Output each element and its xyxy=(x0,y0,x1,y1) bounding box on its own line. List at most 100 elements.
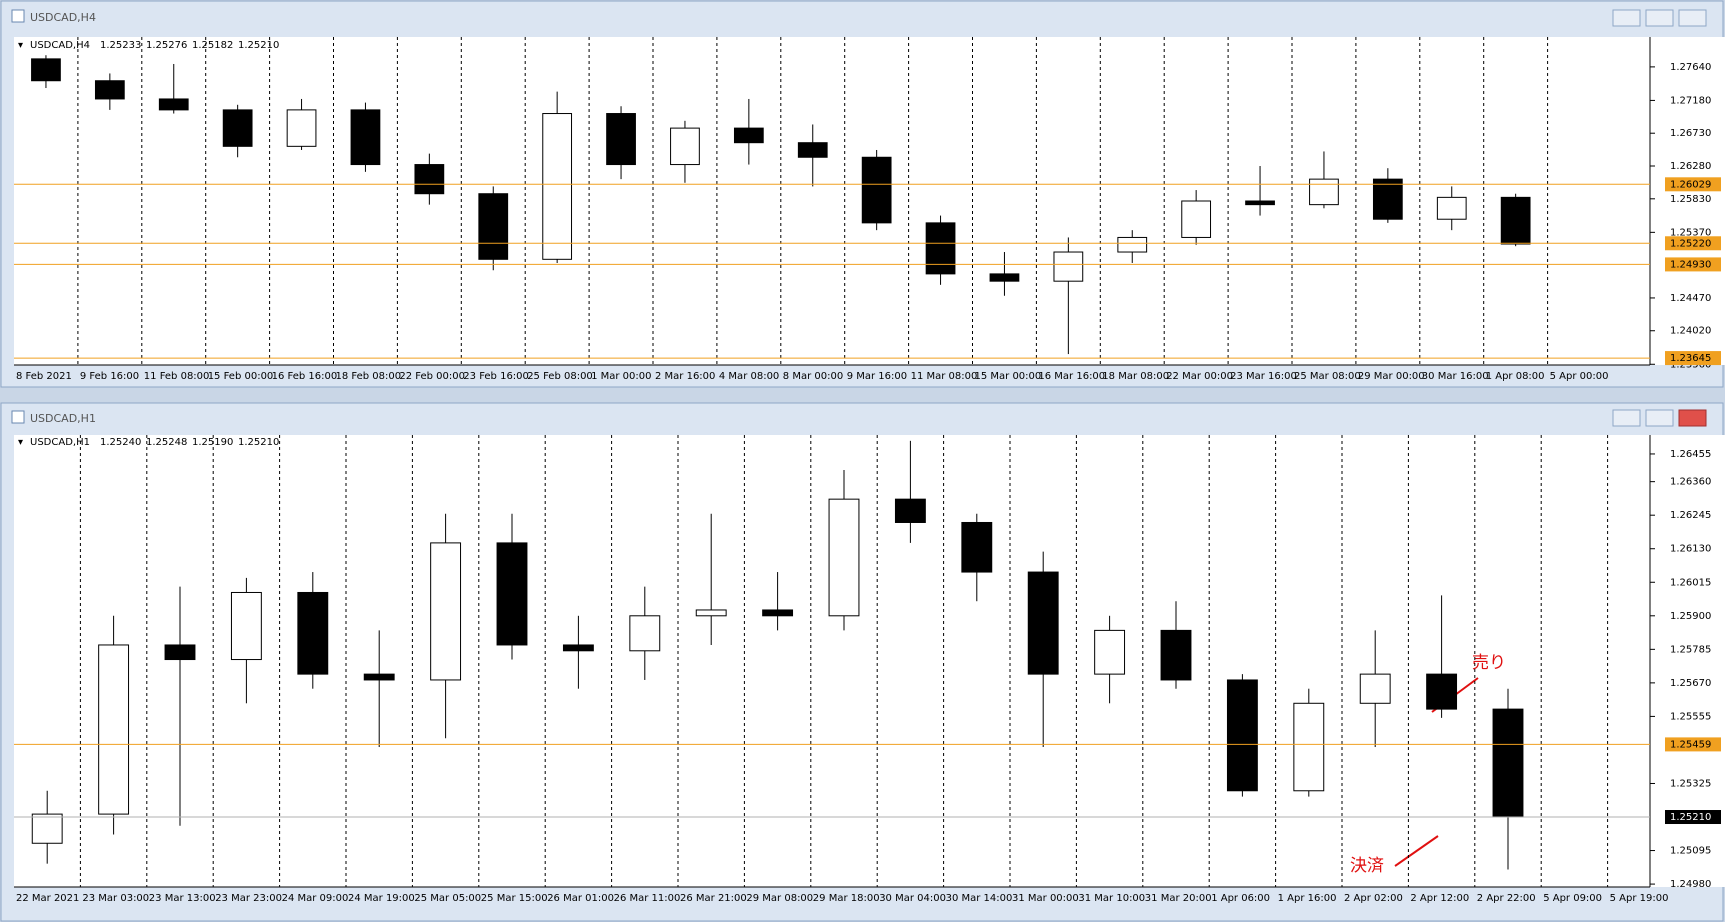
candle-body xyxy=(430,542,462,681)
minimize-button[interactable] xyxy=(1612,409,1641,427)
candle-body xyxy=(158,98,189,111)
x-tick-label: 23 Mar 03:00 xyxy=(82,893,149,904)
window-title: USDCAD,H1 xyxy=(30,412,96,425)
info-price: 1.25240 xyxy=(100,437,141,448)
level-label: 1.23645 xyxy=(1670,353,1711,364)
candle-body xyxy=(1436,196,1467,220)
x-tick-label: 29 Mar 08:00 xyxy=(746,893,813,904)
info-arrow: ▾ xyxy=(18,437,23,448)
minimize-button[interactable] xyxy=(1612,9,1641,27)
annotation: 売り xyxy=(1472,653,1506,673)
candle-body xyxy=(961,521,993,573)
y-tick-label: 1.24980 xyxy=(1670,879,1711,890)
x-tick-label: 9 Mar 16:00 xyxy=(847,371,907,382)
x-tick-label: 8 Mar 00:00 xyxy=(783,371,843,382)
candle-body xyxy=(606,113,636,166)
x-tick-label: 26 Mar 01:00 xyxy=(547,893,614,904)
y-tick-label: 1.26360 xyxy=(1670,477,1711,488)
x-tick-label: 2 Mar 16:00 xyxy=(655,371,715,382)
x-tick-label: 1 Mar 00:00 xyxy=(591,371,651,382)
x-tick-label: 31 Mar 20:00 xyxy=(1145,893,1212,904)
info-price: 1.25190 xyxy=(192,437,233,448)
window-title: USDCAD,H4 xyxy=(30,11,96,24)
info-price: 1.25210 xyxy=(238,437,279,448)
candle-body xyxy=(762,609,794,617)
candle-body xyxy=(31,58,61,82)
candle-body xyxy=(1226,679,1258,792)
info-price: 1.25233 xyxy=(100,40,141,51)
candle-body xyxy=(94,80,125,100)
x-tick-label: 23 Mar 13:00 xyxy=(149,893,216,904)
maximize-button[interactable] xyxy=(1645,409,1674,427)
y-tick-label: 1.24020 xyxy=(1670,326,1711,337)
level-label: 1.26029 xyxy=(1670,179,1711,190)
y-tick-label: 1.25830 xyxy=(1670,194,1711,205)
x-tick-label: 11 Mar 08:00 xyxy=(911,371,978,382)
x-tick-label: 23 Mar 16:00 xyxy=(1230,371,1297,382)
x-tick-label: 8 Feb 2021 xyxy=(16,371,72,382)
candle-body xyxy=(1160,629,1192,681)
y-tick-label: 1.25900 xyxy=(1670,611,1711,622)
x-tick-label: 1 Apr 06:00 xyxy=(1211,893,1270,904)
level-label: 1.25210 xyxy=(1670,812,1711,823)
x-tick-label: 1 Apr 16:00 xyxy=(1278,893,1337,904)
window-buttons[interactable] xyxy=(1612,409,1707,427)
candle-body xyxy=(297,591,329,675)
candle-body xyxy=(1053,251,1084,282)
candle-body xyxy=(797,142,828,158)
close-button[interactable] xyxy=(1678,9,1707,27)
level-tag xyxy=(1665,236,1721,251)
x-tick-label: 29 Mar 00:00 xyxy=(1358,371,1425,382)
level-label: 1.24930 xyxy=(1670,259,1711,270)
y-tick-label: 1.25555 xyxy=(1670,711,1711,722)
annotation: 決済 xyxy=(1350,856,1384,876)
candle-body xyxy=(562,644,594,652)
y-tick-label: 1.27640 xyxy=(1670,62,1711,73)
y-tick-label: 1.25325 xyxy=(1670,778,1711,789)
candle-body xyxy=(670,127,700,166)
y-tick-label: 1.24470 xyxy=(1670,293,1711,304)
x-tick-label: 22 Mar 2021 xyxy=(16,893,79,904)
y-tick-label: 1.25670 xyxy=(1670,678,1711,689)
x-tick-label: 9 Feb 16:00 xyxy=(80,371,139,382)
close-button[interactable] xyxy=(1678,409,1707,427)
candle-body xyxy=(230,591,262,661)
x-tick-label: 25 Feb 08:00 xyxy=(527,371,593,382)
window-icon xyxy=(11,410,25,424)
info-price: 1.25248 xyxy=(146,437,187,448)
candle-body xyxy=(1359,673,1391,704)
level-tag xyxy=(1665,177,1721,192)
candle-body xyxy=(496,542,528,646)
level-tag xyxy=(1665,810,1721,825)
y-tick-label: 1.25370 xyxy=(1670,227,1711,238)
candle-body xyxy=(1372,178,1403,220)
maximize-button[interactable] xyxy=(1645,9,1674,27)
candle-body xyxy=(1027,571,1059,675)
x-tick-label: 31 Mar 00:00 xyxy=(1012,893,1079,904)
x-tick-label: 25 Mar 05:00 xyxy=(414,893,481,904)
x-tick-label: 4 Mar 08:00 xyxy=(719,371,779,382)
info-arrow: ▾ xyxy=(18,40,23,51)
candle-body xyxy=(861,156,892,224)
candle-body xyxy=(222,109,253,147)
annotation-arrow xyxy=(1394,835,1439,867)
candle-body xyxy=(1094,629,1126,675)
level-tag xyxy=(1665,257,1721,272)
x-tick-label: 26 Mar 11:00 xyxy=(614,893,681,904)
y-tick-label: 1.25095 xyxy=(1670,846,1711,857)
x-tick-label: 22 Mar 00:00 xyxy=(1166,371,1233,382)
window-buttons[interactable] xyxy=(1612,9,1707,27)
x-tick-label: 2 Apr 22:00 xyxy=(1477,893,1536,904)
info-price: 1.25182 xyxy=(192,40,233,51)
y-tick-label: 1.26245 xyxy=(1670,510,1711,521)
y-tick-label: 1.27180 xyxy=(1670,95,1711,106)
x-tick-label: 30 Mar 04:00 xyxy=(879,893,946,904)
candle-body xyxy=(164,644,196,661)
x-tick-label: 25 Mar 15:00 xyxy=(481,893,548,904)
x-tick-label: 24 Mar 09:00 xyxy=(282,893,349,904)
window-icon xyxy=(11,9,25,23)
x-tick-label: 11 Feb 08:00 xyxy=(144,371,210,382)
candle-body xyxy=(828,498,860,617)
chart-area xyxy=(14,435,1725,887)
y-tick-label: 1.26130 xyxy=(1670,544,1711,555)
